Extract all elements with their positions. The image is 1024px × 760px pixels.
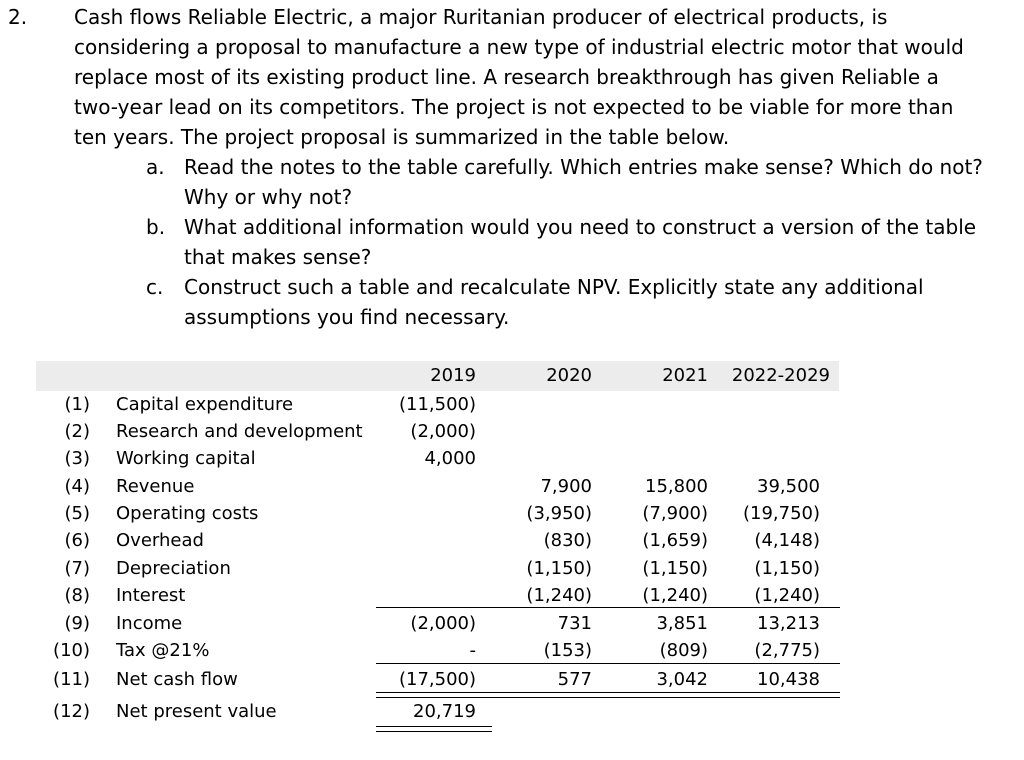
row-number: (9): [64, 613, 91, 634]
part-label: b.: [146, 215, 166, 239]
npv-double-rule: [376, 726, 492, 732]
row-label: Revenue: [116, 476, 195, 497]
cell-2020: (3,950): [526, 503, 592, 524]
row-label: Overhead: [116, 530, 204, 551]
column-header-2021: 2021: [662, 365, 708, 386]
table-row: (10) Tax @21% - (153) (809) (2,775): [0, 637, 1024, 664]
row-label: Research and development: [116, 421, 363, 442]
row-number: (10): [53, 640, 90, 661]
table-row: (11) Net cash flow (17,500) 577 3,042 10…: [0, 666, 1024, 693]
row-label: Working capital: [116, 448, 256, 469]
part-text: What additional information would you ne…: [184, 215, 977, 269]
part-label: c.: [146, 275, 164, 299]
row-number: (4): [64, 476, 91, 497]
cell-2019: -: [469, 640, 477, 661]
row-number: (5): [64, 503, 91, 524]
cell-2022-2029: (2,775): [754, 640, 820, 661]
table-row: (7) Depreciation (1,150) (1,150) (1,150): [0, 555, 1024, 582]
row-number: (11): [53, 669, 90, 690]
question-part-b: b. What additional information would you…: [146, 212, 986, 272]
cell-2021: (1,659): [642, 530, 708, 551]
row-label: Depreciation: [116, 558, 231, 579]
table-row: (3) Working capital 4,000: [0, 445, 1024, 472]
cell-2021: (809): [659, 640, 708, 661]
row-label: Interest: [116, 585, 186, 606]
cell-2020: (1,150): [526, 558, 592, 579]
table-header-band: [36, 361, 839, 391]
cell-2022-2029: (19,750): [742, 503, 820, 524]
question-number: 2.: [8, 5, 28, 29]
row-number: (8): [64, 585, 91, 606]
question-part-c: c. Construct such a table and recalculat…: [146, 272, 986, 332]
cell-2019: (2,000): [410, 613, 476, 634]
cell-2021: (1,240): [642, 585, 708, 606]
part-text: Read the notes to the table carefully. W…: [184, 155, 983, 209]
row-number: (12): [53, 701, 90, 722]
part-text: Construct such a table and recalculate N…: [184, 275, 924, 329]
cell-2022-2029: (1,240): [754, 585, 820, 606]
cell-2022-2029: 10,438: [757, 669, 820, 690]
cell-2022-2029: 39,500: [757, 476, 820, 497]
cell-2020: 731: [557, 613, 592, 634]
column-header-2019: 2019: [430, 365, 476, 386]
row-number: (2): [64, 421, 91, 442]
cell-2022-2029: (1,150): [754, 558, 820, 579]
cell-2021: 3,851: [656, 613, 708, 634]
cell-2021: (7,900): [642, 503, 708, 524]
question-part-a: a. Read the notes to the table carefully…: [146, 152, 986, 212]
cell-2019: (11,500): [398, 394, 476, 415]
row-label: Income: [116, 613, 183, 634]
cell-2020: 577: [557, 669, 592, 690]
table-row: (2) Research and development (2,000): [0, 418, 1024, 445]
table-row: (4) Revenue 7,900 15,800 39,500: [0, 473, 1024, 500]
cell-2019: 20,719: [413, 701, 476, 722]
column-header-2020: 2020: [546, 365, 592, 386]
row-label: Net present value: [116, 701, 277, 722]
table-row: (9) Income (2,000) 731 3,851 13,213: [0, 610, 1024, 637]
cell-2020: 7,900: [540, 476, 592, 497]
table-row: (6) Overhead (830) (1,659) (4,148): [0, 527, 1024, 554]
cell-2022-2029: (4,148): [754, 530, 820, 551]
cell-2019: 4,000: [424, 448, 476, 469]
table-row: (12) Net present value 20,719: [0, 698, 1024, 725]
cell-2019: (17,500): [398, 669, 476, 690]
subtotal-rule: [376, 607, 840, 608]
row-number: (3): [64, 448, 91, 469]
row-number: (7): [64, 558, 91, 579]
cell-2021: 15,800: [645, 476, 708, 497]
row-number: (1): [64, 394, 91, 415]
row-label: Operating costs: [116, 503, 259, 524]
column-header-2022-2029: 2022-2029: [731, 365, 830, 386]
cell-2022-2029: 13,213: [757, 613, 820, 634]
subtotal-rule: [376, 663, 840, 664]
row-label: Net cash flow: [116, 669, 238, 690]
cell-2019: (2,000): [410, 421, 476, 442]
part-label: a.: [146, 155, 165, 179]
row-label: Tax @21%: [116, 640, 210, 661]
cell-2021: (1,150): [642, 558, 708, 579]
row-label: Capital expenditure: [116, 394, 294, 415]
question-text: Cash flows Reliable Electric, a major Ru…: [74, 5, 964, 149]
table-row: (1) Capital expenditure (11,500): [0, 391, 1024, 418]
table-row: (8) Interest (1,240) (1,240) (1,240): [0, 582, 1024, 609]
cell-2021: 3,042: [656, 669, 708, 690]
row-number: (6): [64, 530, 91, 551]
table-row: (5) Operating costs (3,950) (7,900) (19,…: [0, 500, 1024, 527]
cell-2020: (830): [543, 530, 592, 551]
cell-2020: (1,240): [526, 585, 592, 606]
cell-2020: (153): [543, 640, 592, 661]
total-double-rule: [376, 692, 840, 698]
